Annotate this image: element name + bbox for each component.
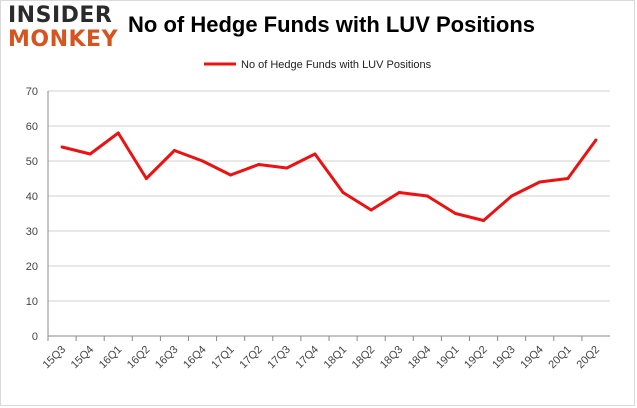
y-tick-label: 60	[26, 121, 38, 133]
y-tick-labels: 0 10 20 30 40 50 60 70	[26, 86, 38, 343]
data-point	[229, 173, 233, 177]
x-tick-label: 17Q1	[209, 344, 237, 372]
y-tick-label: 70	[26, 86, 38, 98]
x-tick-label: 19Q4	[518, 344, 546, 372]
data-point	[201, 159, 205, 163]
chart-title: No of Hedge Funds with LUV Positions	[128, 12, 535, 37]
x-tick-label: 15Q3	[41, 344, 69, 372]
y-tick-label: 50	[26, 156, 38, 168]
data-point	[566, 177, 570, 180]
x-tick-label: 19Q2	[462, 344, 490, 372]
y-tick-label: 30	[26, 226, 38, 238]
logo-line-1: INSIDER	[8, 3, 113, 28]
x-tick-label: 18Q1	[322, 344, 350, 372]
y-tick-label: 20	[26, 261, 38, 273]
x-tick-labels: 15Q3 15Q4 16Q1 16Q2 16Q3 16Q4 17Q1 17Q2 17Q3 17Q4…	[41, 336, 602, 371]
series-line	[61, 131, 598, 222]
data-point	[257, 163, 261, 166]
data-point	[88, 152, 92, 156]
data-point	[285, 166, 289, 170]
data-point	[60, 145, 64, 149]
x-tick-label: 17Q4	[294, 344, 322, 372]
y-tick-label: 10	[26, 296, 38, 308]
data-point	[482, 219, 486, 222]
data-point	[341, 191, 345, 194]
x-tick-label: 18Q4	[406, 344, 434, 372]
data-point	[453, 212, 457, 215]
legend-label: No of Hedge Funds with LUV Positions	[241, 59, 432, 71]
x-tick-label: 16Q2	[125, 344, 153, 372]
data-point	[116, 131, 120, 135]
data-point	[144, 177, 148, 180]
x-tick-label: 18Q2	[350, 344, 378, 372]
x-tick-label: 20Q1	[546, 344, 574, 372]
data-point	[397, 191, 401, 194]
x-tick-label: 19Q3	[490, 344, 518, 372]
data-point	[538, 180, 542, 184]
data-point	[425, 194, 429, 198]
x-tick-label: 16Q4	[181, 344, 209, 372]
insider-monkey-logo: INSIDER MONKEY	[8, 5, 118, 55]
legend: No of Hedge Funds with LUV Positions	[204, 59, 432, 71]
grid-lines	[47, 90, 610, 337]
x-tick-label: 17Q2	[237, 344, 265, 372]
y-tick-label: 0	[32, 331, 38, 343]
data-point	[369, 208, 373, 212]
x-tick-label: 18Q3	[378, 344, 406, 372]
x-tick-label: 15Q4	[69, 344, 97, 372]
x-tick-label: 19Q1	[434, 344, 462, 372]
x-tick-label: 20Q2	[575, 344, 603, 372]
x-tick-label: 16Q3	[153, 344, 181, 372]
data-point	[510, 194, 514, 198]
data-point	[594, 138, 598, 142]
data-point	[313, 152, 317, 156]
x-tick-label: 17Q3	[265, 344, 293, 372]
y-tick-label: 40	[26, 191, 38, 203]
data-point	[172, 149, 176, 152]
x-tick-label: 16Q1	[97, 344, 125, 372]
series-layer	[60, 131, 598, 222]
logo-line-2: MONKEY	[8, 27, 119, 52]
